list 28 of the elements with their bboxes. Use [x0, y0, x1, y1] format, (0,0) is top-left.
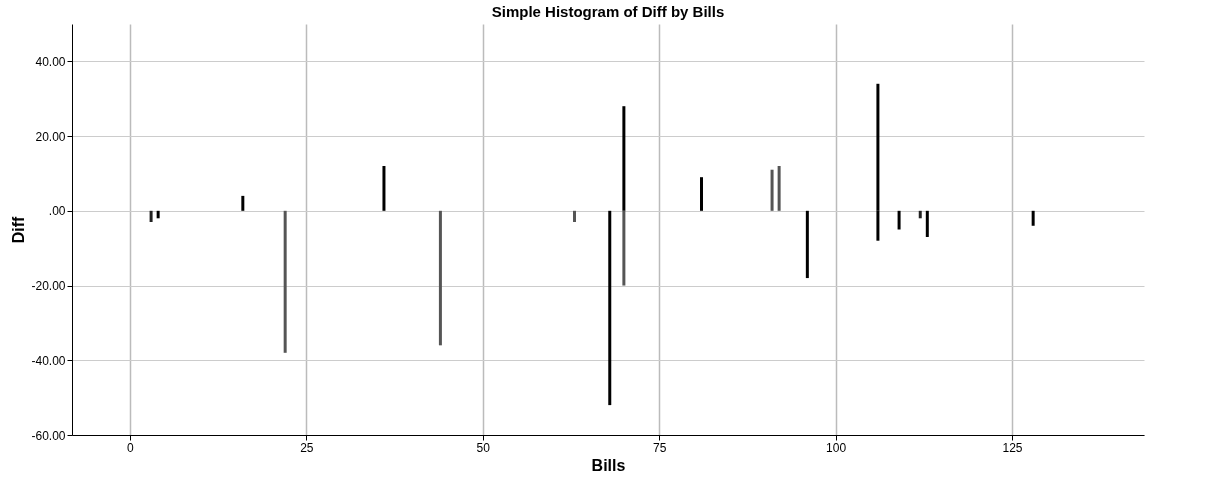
bar: [149, 210, 153, 223]
y-tick-label: 20.00: [35, 129, 66, 144]
bar: [1031, 210, 1035, 226]
x-tick-label: 75: [652, 440, 667, 455]
x-tick-label: 0: [127, 440, 135, 455]
y-tick-label: -20.00: [31, 279, 66, 294]
y-tick-label: -40.00: [31, 353, 66, 368]
bar: [805, 210, 809, 279]
x-tick-label: 50: [476, 440, 491, 455]
bar: [897, 210, 901, 230]
bar: [918, 210, 922, 219]
bar: [608, 210, 612, 406]
y-axis-title: Diff: [10, 216, 28, 244]
y-tick-label: .00: [48, 204, 66, 219]
bar: [382, 165, 386, 211]
x-axis-title: Bills: [591, 456, 626, 474]
bar: [622, 210, 626, 286]
x-tick-label: 25: [300, 440, 314, 455]
bar: [925, 210, 929, 237]
y-tick-label: -60.00: [31, 428, 66, 443]
x-tick-label: 125: [1002, 440, 1023, 455]
chart-title: Simple Histogram of Diff by Bills: [491, 3, 725, 20]
bar: [700, 177, 703, 211]
bar: [241, 195, 245, 211]
y-tick-label: 40.00: [35, 54, 66, 69]
bar: [622, 106, 626, 211]
bar: [156, 210, 160, 219]
x-tick-label: 100: [826, 440, 847, 455]
